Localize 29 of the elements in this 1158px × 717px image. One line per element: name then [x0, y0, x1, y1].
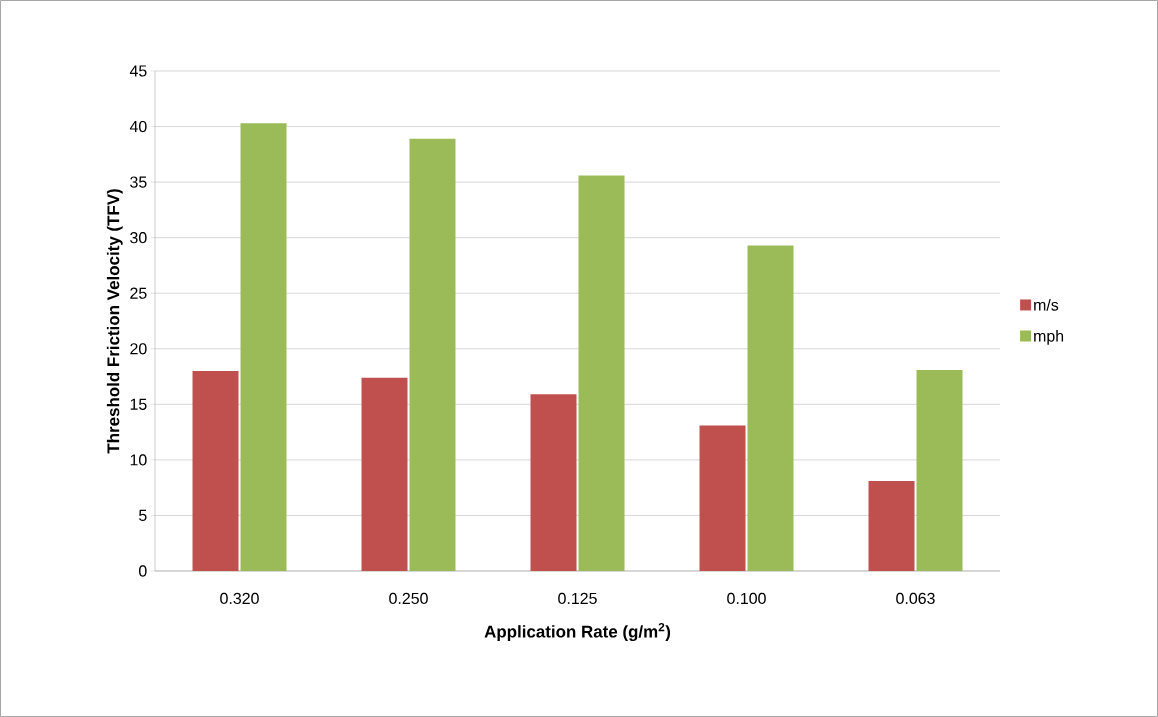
bar [578, 175, 625, 571]
bar [192, 370, 239, 571]
y-tick-label: 30 [130, 232, 147, 244]
bar [409, 138, 456, 571]
y-tick-label: 35 [130, 176, 147, 188]
y-tick-label: 20 [130, 343, 147, 355]
y-tick-label: 5 [139, 509, 147, 521]
legend-label: mph [1034, 329, 1064, 345]
bar [868, 480, 915, 571]
y-tick-label: 45 [129, 65, 147, 77]
y-tick-label: 0 [139, 565, 147, 577]
x-tick-label: 0.100 [727, 592, 766, 605]
bar [699, 425, 746, 571]
y-tick-label: 10 [130, 454, 147, 466]
bar [240, 123, 287, 571]
y-tick-label: 25 [130, 287, 147, 299]
y-tick-label: 15 [130, 398, 147, 410]
x-tick-label: 0.320 [220, 592, 259, 605]
legend-label: m/s [1034, 298, 1059, 311]
bar [747, 245, 794, 571]
x-tick-label: 0.250 [389, 592, 428, 605]
x-axis-title: Application Rate (g/m$^{2}$) [484, 622, 671, 641]
x-tick-label: 0.063 [896, 592, 935, 605]
bar [530, 394, 577, 571]
y-tick-label: 40 [129, 120, 147, 133]
bar [916, 369, 963, 571]
bar [361, 377, 408, 571]
y-axis-title: Threshold Friction Velocity (TFV) [106, 189, 123, 454]
x-tick-label: 0.125 [558, 592, 597, 605]
